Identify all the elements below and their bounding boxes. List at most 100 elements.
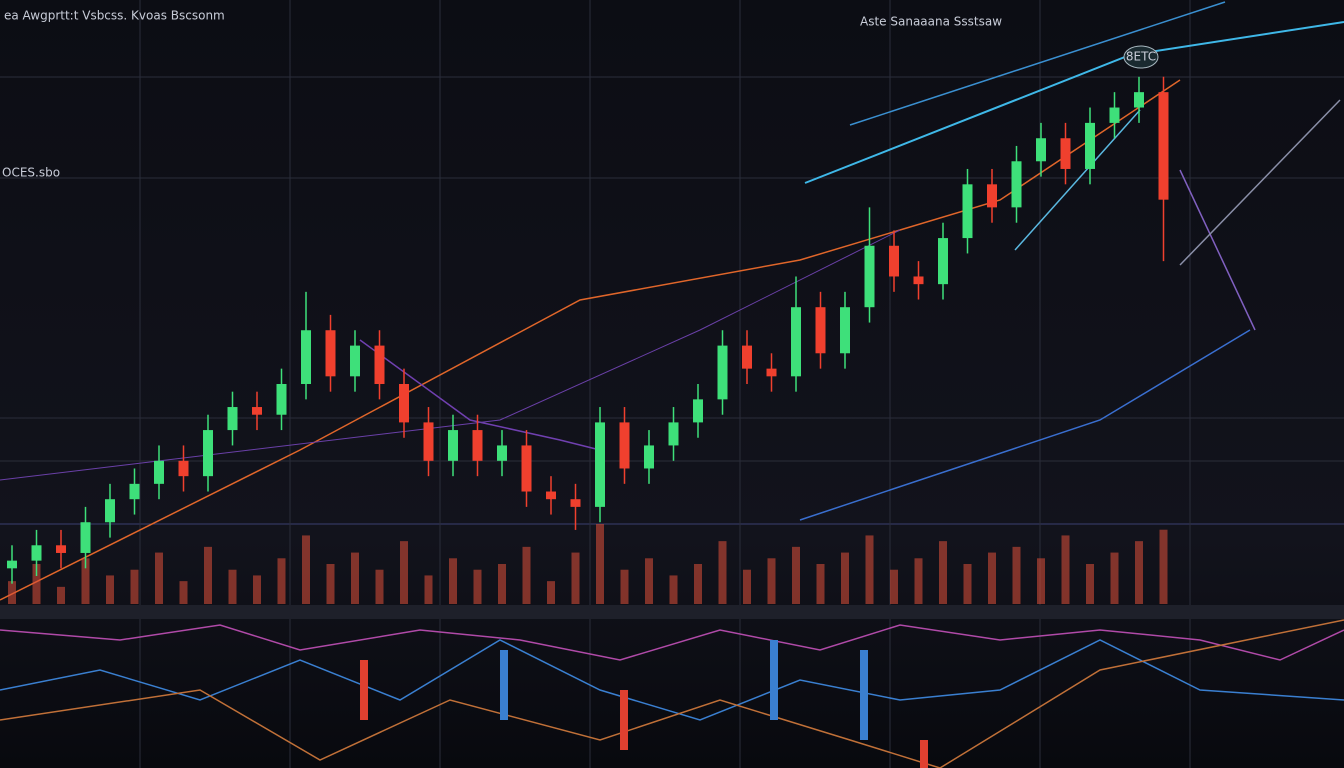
volume-bar xyxy=(1037,558,1045,604)
candle-body xyxy=(913,276,924,285)
candle-body xyxy=(497,445,507,461)
volume-bar xyxy=(547,581,555,604)
volume-bar xyxy=(767,558,776,604)
volume-bar xyxy=(816,564,825,604)
volume-bar xyxy=(645,558,653,604)
candle-body xyxy=(374,345,385,384)
candle-body xyxy=(31,545,42,561)
volume-bar xyxy=(179,581,188,604)
candle-body xyxy=(1085,122,1095,169)
volume-bar xyxy=(694,564,702,604)
volume-bar xyxy=(571,552,580,604)
candle-body xyxy=(987,184,997,208)
volume-bar xyxy=(8,581,16,604)
volume-bar xyxy=(228,569,237,604)
candle-body xyxy=(105,499,115,523)
volume-bar xyxy=(81,558,90,604)
volume-bar xyxy=(130,569,139,604)
volume-bar xyxy=(1086,564,1094,604)
candle-body xyxy=(595,422,605,507)
candle-body xyxy=(766,368,777,377)
volume-bar xyxy=(449,558,457,604)
candle-body xyxy=(1036,138,1046,162)
lower-bars xyxy=(360,640,928,768)
candle-body xyxy=(154,460,164,484)
candle-body xyxy=(840,307,850,354)
candle-body xyxy=(227,407,238,431)
candle-body xyxy=(56,545,66,553)
candle-body xyxy=(203,430,213,477)
candle-body xyxy=(815,307,826,354)
volume-bar xyxy=(32,564,41,604)
candle-body xyxy=(129,483,140,500)
candle-body xyxy=(619,422,630,469)
volume-bar xyxy=(1110,552,1119,604)
level-label: OCES.sbo xyxy=(2,166,60,180)
candle-body xyxy=(791,307,801,377)
candle-body xyxy=(742,345,752,369)
candle-body xyxy=(1060,138,1071,169)
volume-bar xyxy=(498,564,506,604)
candle-body xyxy=(178,460,189,477)
badge-label: 8ETC xyxy=(1126,50,1156,64)
volume-bar xyxy=(1012,546,1021,604)
volume-bar xyxy=(424,575,433,604)
volume-bar xyxy=(1159,529,1168,604)
candle-body xyxy=(7,560,17,569)
volume-bar xyxy=(1061,535,1070,604)
volume-bar xyxy=(277,558,286,604)
candle-body xyxy=(423,422,434,461)
volume-bar xyxy=(841,552,849,604)
candle-body xyxy=(399,384,409,423)
volume-bar xyxy=(718,541,727,604)
volume-bar xyxy=(596,524,604,604)
volume-bar xyxy=(620,569,629,604)
volume-bar xyxy=(204,546,212,604)
volume-bar xyxy=(792,546,800,604)
chart-title: ea Awgprtt:t Vsbcss. Kvoas Bscsonm xyxy=(4,9,225,23)
volume-bar xyxy=(302,535,310,604)
volume-bar xyxy=(473,569,482,604)
volume-bar xyxy=(1135,541,1143,604)
candle-body xyxy=(1158,92,1169,200)
candle-body xyxy=(668,422,679,446)
candle-body xyxy=(325,330,336,377)
candle-body xyxy=(693,399,703,423)
volume-bar xyxy=(988,552,996,604)
candle-body xyxy=(938,238,948,285)
candle-body xyxy=(889,245,899,277)
candle-body xyxy=(252,407,262,415)
badge xyxy=(1123,45,1159,69)
candle-body xyxy=(521,445,532,492)
trend-lines xyxy=(0,1,1344,601)
axis-strip xyxy=(0,605,1344,619)
volume-bar xyxy=(890,569,898,604)
lower-indicators xyxy=(0,619,1344,768)
volume-bar xyxy=(155,552,163,604)
volume-bar xyxy=(963,564,972,604)
candle-body xyxy=(472,430,483,461)
candle-body xyxy=(962,184,973,239)
candle-body xyxy=(276,384,287,415)
volume-bar xyxy=(106,575,114,604)
volume-bar xyxy=(326,564,335,604)
volume-bar xyxy=(743,569,751,604)
volume-bar xyxy=(351,552,359,604)
candle-body xyxy=(80,522,91,553)
volume-bar xyxy=(522,546,531,604)
volume-bar xyxy=(865,535,874,604)
candle-body xyxy=(1011,161,1022,208)
candle-body xyxy=(301,330,311,384)
candle-body xyxy=(1109,107,1120,123)
volume-bar xyxy=(669,575,678,604)
volume-bar xyxy=(400,541,408,604)
candle-body xyxy=(350,345,360,377)
subtitle: Aste Sanaaana Ssstsaw xyxy=(860,15,1002,29)
volume-bar xyxy=(914,558,923,604)
volume-bar xyxy=(375,569,384,604)
candle-body xyxy=(1134,92,1144,108)
